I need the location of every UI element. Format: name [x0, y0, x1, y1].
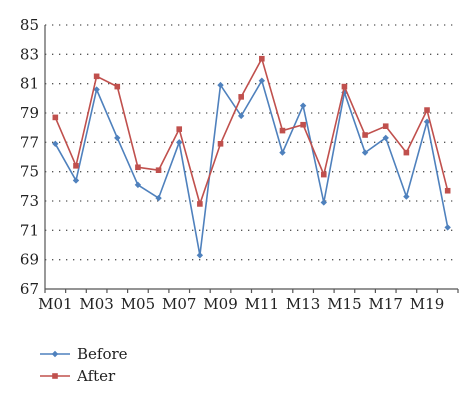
data-point-after — [238, 94, 244, 100]
data-point-after — [259, 55, 265, 62]
series-line-before — [54, 78, 449, 256]
data-point-before — [361, 149, 369, 156]
x-tick-label: M15 — [327, 295, 361, 313]
data-point-after — [444, 187, 451, 194]
y-tick-label: 83 — [20, 45, 39, 63]
data-point-before — [320, 199, 327, 206]
data-point-before — [403, 193, 410, 200]
data-point-before — [423, 118, 431, 125]
data-point-before — [382, 134, 389, 142]
data-point-before — [196, 252, 204, 259]
x-tick-labels: M01 M03 M05 M07 M09 M11 M13 M15 M17 M19 — [38, 295, 444, 313]
x-tick-label: M01 — [38, 295, 72, 313]
x-tick-label: M09 — [203, 295, 237, 313]
x-tick-label: M07 — [162, 295, 196, 313]
legend-item-after: After — [40, 367, 116, 385]
data-point-before — [114, 134, 121, 142]
data-point-after — [341, 83, 348, 90]
data-point-after — [176, 126, 183, 132]
x-tick-label: M03 — [79, 295, 113, 313]
series-layer — [52, 55, 451, 259]
y-tick-labels: 67 69 71 73 75 77 79 81 83 85 — [20, 16, 39, 298]
x-tick-label: M13 — [286, 295, 320, 313]
y-tick-label: 73 — [20, 192, 39, 210]
data-point-after — [155, 167, 162, 173]
legend-item-before: Before — [40, 345, 128, 363]
data-point-after — [300, 121, 306, 128]
series-before — [52, 77, 451, 259]
data-point-after — [362, 132, 368, 138]
data-point-before — [299, 102, 307, 109]
x-tick-label: M11 — [245, 295, 279, 313]
data-point-before — [72, 177, 80, 184]
x-tick-label: M17 — [368, 295, 402, 313]
axes — [44, 25, 459, 293]
data-point-after — [93, 73, 100, 80]
legend-label: After — [76, 367, 116, 385]
legend-marker — [52, 373, 58, 379]
y-tick-label: 85 — [20, 16, 39, 34]
y-tick-label: 79 — [20, 104, 39, 122]
data-point-before — [258, 77, 266, 84]
y-tick-label: 67 — [20, 280, 39, 298]
data-point-before — [279, 149, 286, 156]
data-point-after — [135, 164, 141, 171]
x-tick-label: M05 — [121, 295, 155, 313]
y-tick-label: 69 — [20, 251, 39, 269]
data-point-after — [73, 163, 79, 169]
gridlines — [45, 24, 458, 261]
data-point-after — [382, 123, 389, 129]
series-line-after — [54, 56, 449, 207]
data-point-before — [155, 194, 162, 202]
y-tick-label: 81 — [20, 75, 39, 93]
y-tick-label: 75 — [20, 163, 39, 181]
data-point-after — [52, 114, 59, 121]
data-point-after — [114, 83, 121, 90]
x-tick-label: M19 — [410, 295, 444, 313]
data-point-before — [176, 139, 183, 146]
series-after — [52, 55, 451, 207]
data-point-before — [237, 112, 245, 120]
y-tick-label: 71 — [20, 221, 39, 239]
y-tick-label: 77 — [20, 133, 39, 151]
data-point-before — [134, 181, 142, 189]
data-point-before — [52, 140, 59, 147]
data-point-before — [93, 86, 100, 93]
data-point-after — [217, 141, 224, 147]
data-point-before — [444, 224, 451, 231]
legend: Before After — [40, 345, 128, 385]
data-point-after — [424, 107, 430, 113]
data-point-after — [320, 171, 327, 178]
data-point-after — [403, 149, 410, 156]
data-point-before — [217, 81, 224, 89]
legend-label: Before — [77, 345, 128, 363]
data-point-after — [197, 201, 203, 207]
data-point-after — [279, 127, 286, 134]
legend-marker — [51, 350, 59, 358]
